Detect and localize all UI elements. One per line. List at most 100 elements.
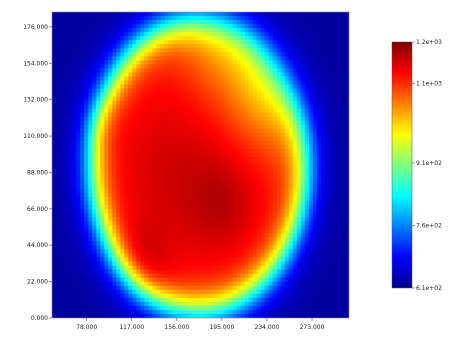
heatmap-cell: [152, 181, 157, 186]
heatmap-cell: [324, 233, 330, 239]
heatmap-cell: [152, 205, 157, 210]
heatmap-cell: [324, 140, 330, 146]
heatmap-cell: [56, 44, 61, 49]
heatmap-cell: [192, 193, 198, 198]
heatmap-cell: [56, 88, 61, 94]
heatmap-cell: [132, 261, 137, 267]
heatmap-cell: [332, 88, 338, 94]
heatmap-cell: [128, 124, 133, 130]
heatmap-cell: [288, 44, 294, 49]
heatmap-cell: [116, 100, 121, 106]
heatmap-cell: [336, 177, 342, 182]
heatmap-cell: [260, 80, 266, 86]
heatmap-cell: [248, 253, 254, 259]
heatmap-cell: [224, 72, 230, 78]
heatmap-cell: [120, 80, 125, 86]
heatmap-cell: [148, 132, 153, 138]
heatmap-cell: [256, 48, 262, 53]
heatmap-cell: [220, 213, 226, 218]
heatmap-cell: [244, 64, 250, 69]
heatmap-cell: [324, 108, 330, 114]
heatmap-cell: [112, 16, 117, 21]
heatmap-cell: [308, 205, 314, 210]
heatmap-cell: [136, 24, 141, 29]
heatmap-cell: [184, 269, 190, 275]
heatmap-cell: [168, 124, 173, 130]
heatmap-cell: [188, 169, 194, 174]
heatmap-cell: [324, 124, 330, 130]
heatmap-cell: [256, 72, 262, 78]
heatmap-cell: [184, 213, 190, 218]
heatmap-cell: [148, 213, 153, 218]
heatmap-cell: [68, 237, 73, 243]
heatmap-cell: [104, 136, 109, 142]
heatmap-cell: [344, 193, 349, 198]
heatmap-cell: [312, 205, 318, 210]
heatmap-cell: [208, 52, 214, 57]
heatmap-cell: [344, 229, 349, 235]
heatmap-cell: [248, 209, 254, 214]
heatmap-cell: [140, 273, 145, 279]
heatmap-cell: [76, 152, 81, 158]
heatmap-cell: [320, 56, 326, 61]
heatmap-cell: [180, 32, 186, 37]
heatmap-cell: [248, 261, 254, 267]
heatmap-cell: [256, 156, 262, 162]
heatmap-cell: [276, 120, 282, 126]
heatmap-cell: [64, 52, 69, 57]
heatmap-cell: [312, 52, 318, 57]
heatmap-cell: [256, 80, 262, 86]
heatmap-cell: [72, 197, 77, 202]
heatmap-cell: [160, 16, 165, 21]
heatmap-cell: [220, 76, 226, 82]
heatmap-cell: [312, 181, 318, 186]
heatmap-cell: [192, 213, 198, 218]
heatmap-cell: [72, 132, 77, 138]
heatmap-cell: [232, 160, 238, 166]
heatmap-cell: [168, 24, 173, 29]
heatmap-cell: [168, 116, 173, 122]
heatmap-cell: [248, 64, 254, 69]
heatmap-cell: [56, 169, 61, 174]
heatmap-cell: [192, 185, 198, 190]
heatmap-cell: [236, 56, 242, 61]
heatmap-cell: [340, 136, 346, 142]
heatmap-cell: [144, 160, 149, 166]
heatmap-cell: [216, 277, 222, 283]
heatmap-cell: [308, 80, 314, 86]
heatmap-cell: [92, 96, 97, 102]
heatmap-cell: [104, 28, 109, 33]
heatmap-cell: [124, 225, 129, 231]
heatmap-cell: [236, 140, 242, 146]
heatmap-cell: [116, 249, 121, 255]
heatmap-cell: [108, 84, 113, 90]
heatmap-cell: [160, 277, 165, 283]
heatmap-cell: [176, 32, 182, 37]
heatmap-cell: [212, 20, 218, 25]
heatmap-cell: [248, 257, 254, 263]
heatmap-cell: [308, 108, 314, 114]
heatmap-cell: [292, 64, 298, 69]
heatmap-cell: [196, 165, 202, 170]
heatmap-cell: [312, 44, 318, 49]
heatmap-cell: [92, 225, 97, 231]
heatmap-cell: [220, 40, 226, 45]
heatmap-cell: [172, 20, 178, 25]
heatmap-cell: [208, 80, 214, 86]
heatmap-cell: [188, 96, 194, 102]
heatmap-cell: [56, 160, 61, 166]
heatmap-cell: [184, 265, 190, 271]
heatmap-cell: [328, 128, 334, 134]
heatmap-cell: [312, 108, 318, 114]
heatmap-cell: [96, 213, 101, 218]
heatmap-cell: [72, 241, 77, 247]
heatmap-cell: [240, 148, 246, 154]
heatmap-cell: [172, 120, 178, 126]
heatmap-cell: [264, 189, 270, 194]
heatmap-cell: [168, 60, 173, 65]
heatmap-cell: [60, 64, 65, 69]
heatmap-cell: [136, 124, 141, 130]
heatmap-cell: [276, 165, 282, 170]
heatmap-cell: [272, 165, 278, 170]
heatmap-cell: [104, 44, 109, 49]
